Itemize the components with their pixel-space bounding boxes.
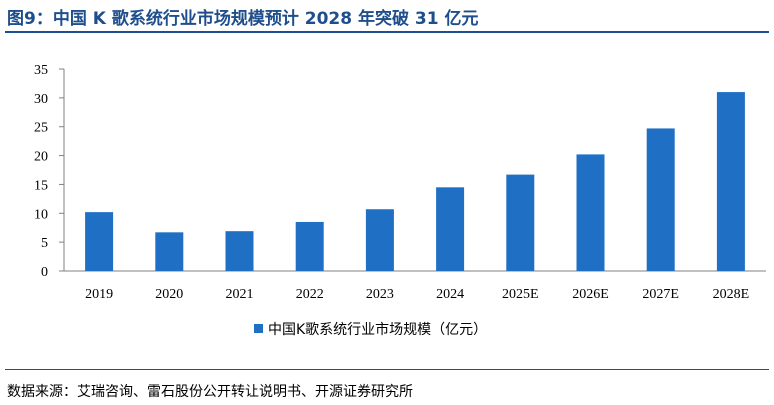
x-axis: 2019 2020 2021 2022 2023 2024 2025E 2026E 2027E 2… — [64, 270, 766, 302]
x-tick-label: 2019 — [85, 287, 113, 302]
bar-2023 — [365, 209, 394, 271]
y-tick-label: 20 — [34, 150, 48, 165]
x-tick-label: 2027E — [642, 287, 679, 302]
y-tick-label: 35 — [34, 63, 48, 78]
bar-2027E — [646, 128, 675, 271]
x-tick-label: 2025E — [502, 287, 539, 302]
x-tick-label: 2026E — [572, 287, 609, 302]
x-tick-label: 2024 — [436, 287, 464, 302]
y-tick-label: 30 — [34, 92, 48, 107]
x-tick-label: 2023 — [366, 287, 394, 302]
bar-2026E — [576, 154, 605, 271]
bar-2019 — [85, 212, 114, 271]
y-tick-label: 5 — [41, 236, 48, 251]
legend-swatch — [254, 324, 263, 333]
x-tick-label: 2028E — [713, 287, 750, 302]
legend-label: 中国K歌系统行业市场规模（亿元） — [268, 321, 487, 338]
y-tick-label: 15 — [34, 178, 48, 193]
y-axis: 0 5 10 15 20 25 30 35 — [34, 63, 65, 280]
x-tick-label: 2020 — [155, 287, 183, 302]
x-tick-label: 2021 — [226, 287, 254, 302]
bar-2021 — [225, 231, 254, 271]
legend: 中国K歌系统行业市场规模（亿元） — [254, 321, 487, 338]
y-tick-label: 0 — [41, 265, 48, 280]
bar-2020 — [155, 232, 184, 271]
x-tick-label: 2022 — [296, 287, 324, 302]
bar-2022 — [295, 221, 324, 271]
title-divider — [5, 31, 769, 33]
bar-2028E — [716, 92, 745, 271]
figure-title: 图9：中国 K 歌系统行业市场规模预计 2028 年突破 31 亿元 — [7, 9, 479, 29]
bar-2024 — [436, 187, 465, 271]
source-divider — [5, 369, 769, 370]
y-tick-label: 25 — [34, 121, 48, 136]
bar-2025E — [506, 174, 535, 271]
source-note: 数据来源：艾瑞咨询、雷石股份公开转让说明书、开源证券研究所 — [7, 384, 413, 400]
bar-series — [85, 92, 745, 271]
y-tick-label: 10 — [34, 207, 48, 222]
